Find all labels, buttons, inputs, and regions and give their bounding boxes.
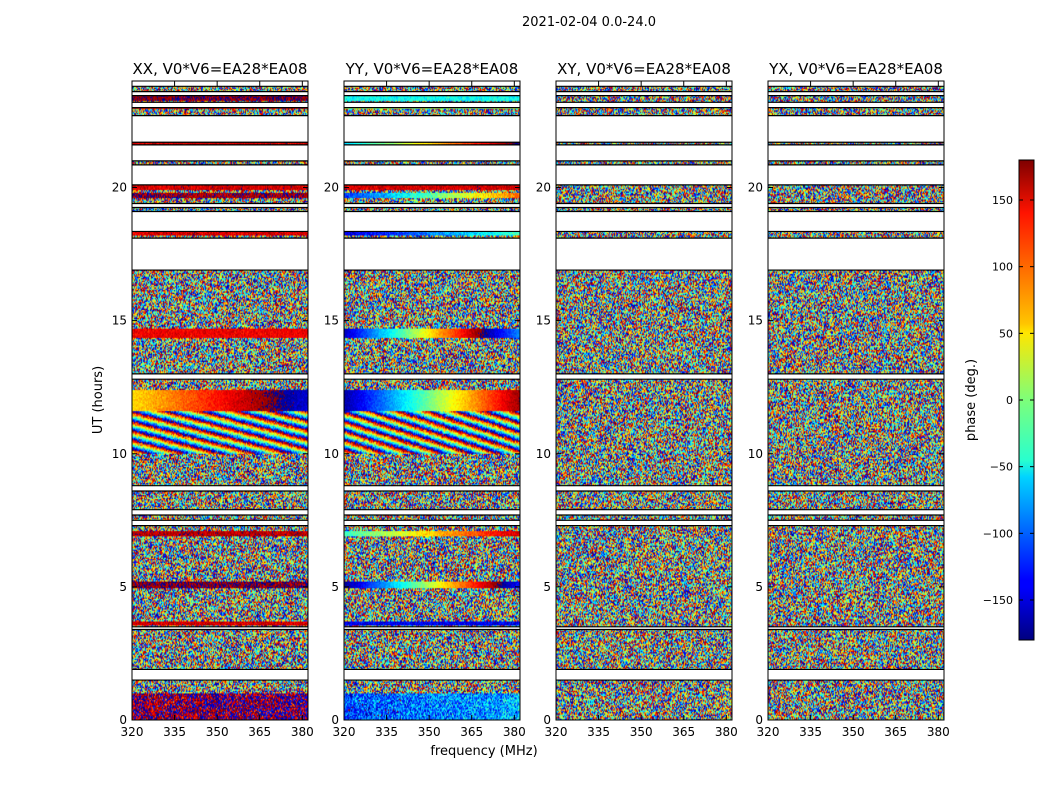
x-tick-label: 350 (630, 725, 653, 739)
x-tick-label: 365 (460, 725, 483, 739)
panel-1-title: XX, V0*V6=EA28*EA08 (133, 60, 308, 78)
y-tick-label: 15 (324, 314, 339, 328)
x-tick-label: 335 (163, 725, 186, 739)
colorbar-tick-label: −50 (990, 461, 1013, 474)
x-tick-label: 350 (418, 725, 441, 739)
y-tick-label: 20 (324, 181, 339, 195)
figure-title: 2021-02-04 0.0-24.0 (522, 15, 656, 30)
x-tick-label: 380 (715, 725, 738, 739)
colorbar-tick-label: 0 (1006, 394, 1013, 407)
x-tick-label: 335 (799, 725, 822, 739)
x-axis-label: frequency (MHz) (430, 744, 537, 759)
y-tick-label: 5 (119, 580, 127, 594)
x-tick-label: 365 (884, 725, 907, 739)
colorbar-tick-label: 100 (992, 261, 1013, 274)
panel-4-heatmap (768, 81, 944, 720)
y-tick-label: 15 (112, 314, 127, 328)
y-tick-label: 10 (112, 447, 127, 461)
y-tick-label: 10 (324, 447, 339, 461)
x-tick-label: 380 (503, 725, 526, 739)
x-tick-label: 350 (842, 725, 865, 739)
panels: XX, V0*V6=EA28*EA08 320 335 350 365 380 0 5 10 15… (112, 60, 950, 739)
x-tick-label: 320 (333, 725, 356, 739)
colorbar: 150 100 50 0 −50 −100 −150 phase (deg.) (964, 159, 1035, 641)
panel-3-heatmap (556, 81, 732, 720)
y-tick-label: 5 (755, 580, 763, 594)
colorbar-tick-label: 50 (999, 327, 1013, 340)
colorbar-tick-label: −150 (983, 594, 1013, 607)
y-tick-label: 0 (755, 713, 763, 727)
x-tick-label: 350 (206, 725, 229, 739)
panel-3-frame (555, 80, 733, 721)
y-tick-label: 5 (331, 580, 339, 594)
y-axis-label: UT (hours) (91, 366, 106, 434)
x-tick-label: 365 (672, 725, 695, 739)
x-tick-label: 320 (545, 725, 568, 739)
y-tick-label: 20 (536, 181, 551, 195)
y-tick-label: 20 (112, 181, 127, 195)
y-tick-label: 15 (748, 314, 763, 328)
colorbar-label: phase (deg.) (964, 359, 979, 441)
x-tick-label: 335 (375, 725, 398, 739)
panel-1-frame (131, 80, 309, 721)
y-tick-label: 5 (543, 580, 551, 594)
y-tick-label: 0 (331, 713, 339, 727)
panel-4-frame (767, 80, 945, 721)
panel-2: YY, V0*V6=EA28*EA08 320 335 350 365 380 0 5 10 15… (324, 60, 526, 739)
panel-1: XX, V0*V6=EA28*EA08 320 335 350 365 380 0 5 10 15… (112, 60, 314, 739)
panel-2-frame (343, 80, 521, 721)
panel-4: YX, V0*V6=EA28*EA08 320 335 350 365 380 0 5 10 15… (748, 60, 950, 739)
y-tick-label: 10 (748, 447, 763, 461)
x-tick-label: 380 (927, 725, 950, 739)
x-tick-label: 335 (587, 725, 610, 739)
panel-3-title: XY, V0*V6=EA28*EA08 (557, 60, 731, 78)
panel-1-heatmap (132, 81, 308, 720)
panel-2-title: YY, V0*V6=EA28*EA08 (345, 60, 519, 78)
y-tick-label: 0 (119, 713, 127, 727)
colorbar-tick-label: 150 (992, 194, 1013, 207)
panel-4-title: YX, V0*V6=EA28*EA08 (768, 60, 943, 78)
x-tick-label: 320 (121, 725, 144, 739)
panel-2-heatmap (344, 81, 520, 720)
y-tick-label: 0 (543, 713, 551, 727)
x-tick-label: 380 (291, 725, 314, 739)
x-tick-label: 320 (757, 725, 780, 739)
y-tick-label: 15 (536, 314, 551, 328)
y-tick-label: 10 (536, 447, 551, 461)
panel-3: XY, V0*V6=EA28*EA08 320 335 350 365 380 0 5 10 15… (536, 60, 738, 739)
colorbar-ticks: 150 100 50 0 −50 −100 −150 (983, 194, 1034, 607)
y-tick-label: 20 (748, 181, 763, 195)
x-tick-label: 365 (248, 725, 271, 739)
colorbar-tick-label: −100 (983, 527, 1013, 540)
